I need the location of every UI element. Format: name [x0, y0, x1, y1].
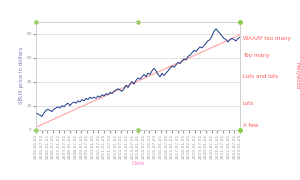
Y-axis label: Number of
locations in
Hollywood: Number of locations in Hollywood: [295, 60, 300, 91]
Y-axis label: SBUX price in dollars: SBUX price in dollars: [19, 47, 24, 104]
X-axis label: Date: Date: [131, 161, 145, 166]
